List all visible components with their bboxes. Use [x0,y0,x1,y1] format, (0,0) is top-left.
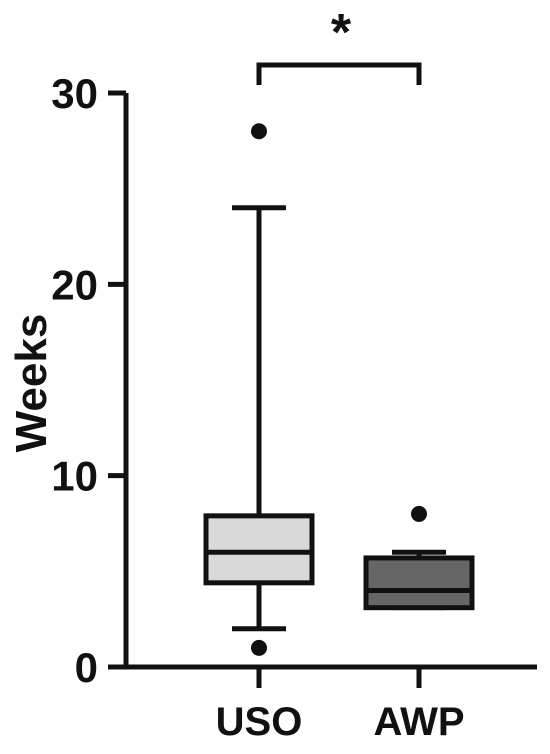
y-axis-title: Weeks [7,314,56,453]
x-tick-label-awp: AWP [373,700,464,744]
outlier-point [251,123,267,140]
box-awp [363,505,475,611]
bracket-line [256,62,422,85]
y-tick-label: 30 [51,70,98,117]
significance-bracket: * [256,4,422,85]
boxes [203,123,475,656]
y-tick-label: 20 [51,261,98,308]
significance-star: * [331,4,352,62]
x-ticks: USO AWP [216,667,465,744]
iqr-box [203,513,315,586]
axes [123,93,537,670]
box-uso [203,123,315,656]
outlier-point [251,639,267,656]
x-tick-label-uso: USO [216,700,303,744]
y-tick-label: 0 [75,644,98,691]
y-tick-label: 10 [51,453,98,500]
y-ticks: 0 10 20 30 [51,70,126,691]
outlier-point [411,505,427,522]
iqr-box [363,555,475,611]
